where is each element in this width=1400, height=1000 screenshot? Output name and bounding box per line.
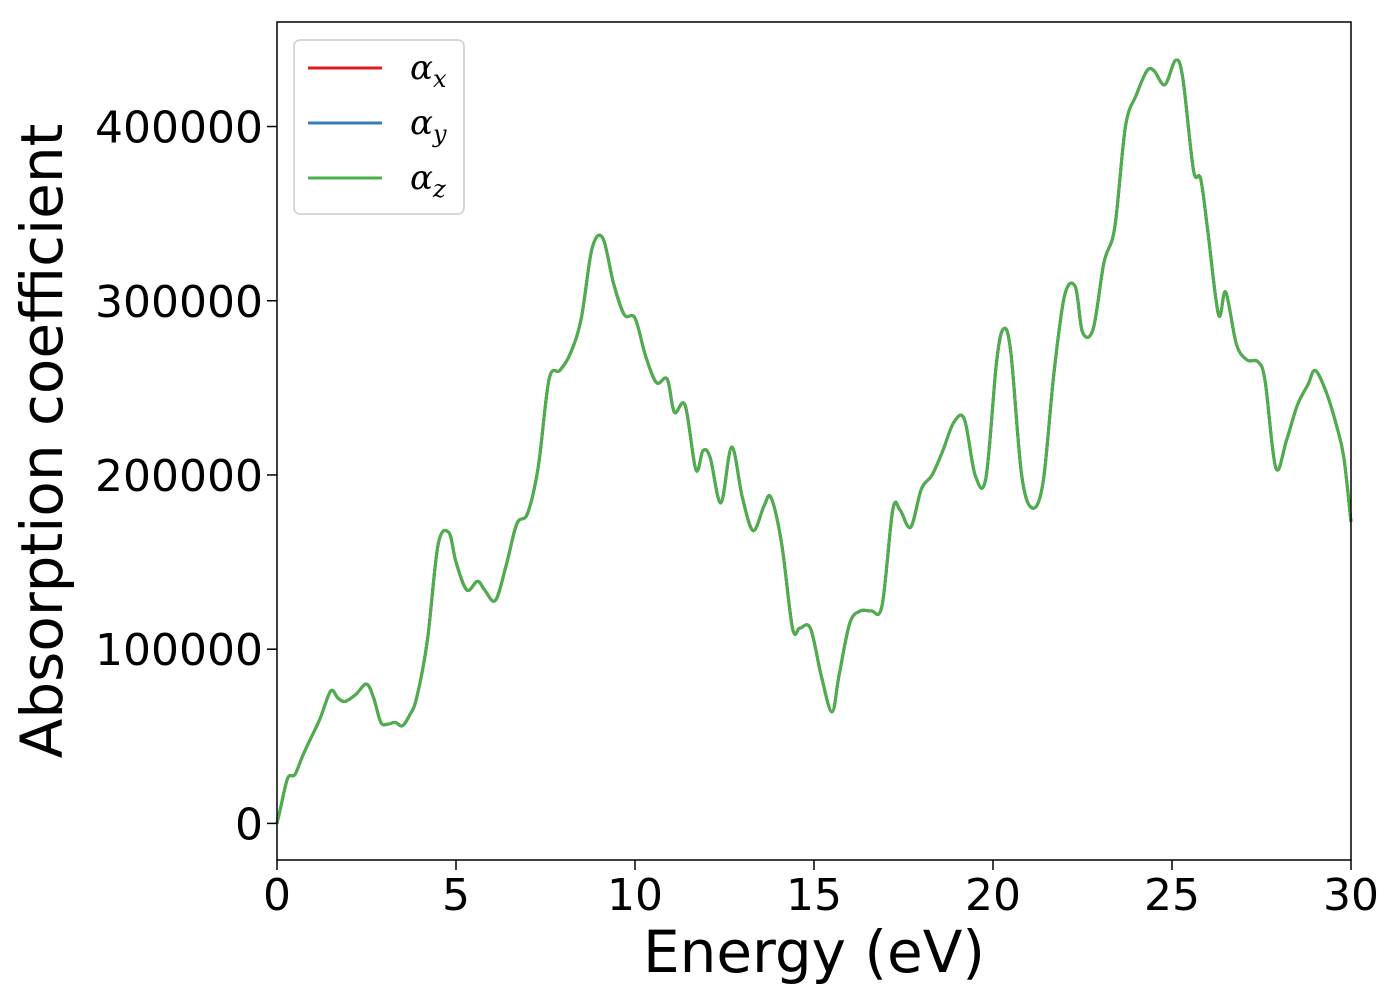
y-tick-label: 300000 xyxy=(95,277,263,328)
y-tick-label: 200000 xyxy=(95,451,263,502)
x-tick-label: 5 xyxy=(442,870,470,921)
series-layer xyxy=(275,58,1353,824)
x-tick-label: 10 xyxy=(607,870,663,921)
y-tick-label: 400000 xyxy=(95,103,263,154)
x-tick-label: 0 xyxy=(263,870,291,921)
legend-box xyxy=(293,39,465,215)
y-axis-ticks: 0 100000 200000 300000 400000 xyxy=(95,103,277,850)
x-axis-ticks: 0 5 10 15 20 25 30 xyxy=(263,860,1379,921)
y-axis-label: Absorption coefficient xyxy=(8,124,76,759)
y-tick-label: 100000 xyxy=(95,625,263,676)
x-tick-label: 30 xyxy=(1323,870,1379,921)
y-tick-label: 0 xyxy=(235,799,263,850)
x-tick-label: 20 xyxy=(965,870,1021,921)
x-tick-label: 25 xyxy=(1144,870,1200,921)
series-line-z xyxy=(275,58,1353,824)
x-axis-label: Energy (eV) xyxy=(643,918,985,986)
x-tick-label: 15 xyxy=(786,870,842,921)
